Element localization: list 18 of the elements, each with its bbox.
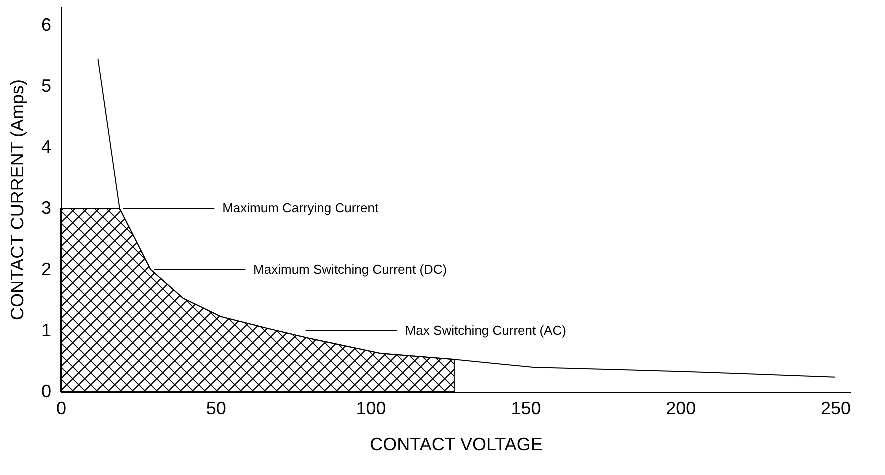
y-tick-label: 1 <box>41 320 52 340</box>
x-tick-label: 50 <box>206 398 226 418</box>
y-tick-label: 3 <box>41 198 52 218</box>
annotation: Maximum Switching Current (DC) <box>254 262 448 277</box>
x-tick-label: 0 <box>56 398 67 418</box>
annotation: Maximum Carrying Current <box>222 200 379 216</box>
x-tick-label: 150 <box>511 398 542 418</box>
y-tick-label: 5 <box>41 76 52 96</box>
x-tick-label: 250 <box>820 398 852 418</box>
y-axis-title: CONTACT CURRENT (Amps) <box>7 79 28 321</box>
x-tick-label: 100 <box>356 398 386 418</box>
y-tick-label: 6 <box>41 14 52 35</box>
y-tick-label: 4 <box>41 137 52 158</box>
x-tick-label: 200 <box>666 398 696 418</box>
y-tick-label: 2 <box>41 259 52 280</box>
y-tick-label: 0 <box>41 382 52 402</box>
x-axis-title: CONTACT VOLTAGE <box>370 434 543 454</box>
annotation: Max Switching Current (AC) <box>405 322 566 338</box>
